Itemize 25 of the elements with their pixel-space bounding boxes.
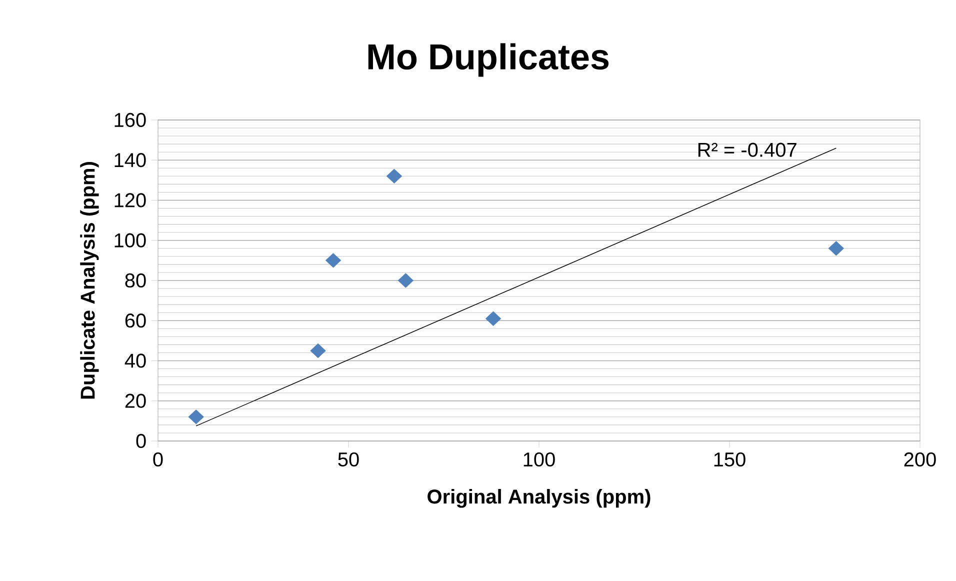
point	[188, 410, 204, 424]
point	[398, 273, 414, 288]
x-tick-label: 150	[714, 452, 746, 467]
point	[828, 241, 844, 256]
point	[326, 253, 342, 268]
x-tick-label: 50	[338, 452, 359, 467]
y-tick-label: 160	[114, 112, 146, 128]
y-tick-label: 100	[114, 233, 146, 248]
x-tick-label: 100	[524, 452, 555, 467]
y-tick-label: 0	[136, 434, 146, 448]
annotation: R² = -0.407	[698, 142, 796, 157]
x-tick-label: 0	[153, 452, 163, 467]
y-tick-label: 80	[125, 273, 146, 288]
y-tick-label: 60	[125, 314, 146, 328]
y-tick-label: 120	[114, 193, 146, 208]
x-axis-title: Original Analysis (ppm)	[428, 489, 650, 508]
y-tick-label: 20	[125, 394, 146, 408]
x-tick-label: 200	[904, 452, 936, 467]
point	[386, 168, 402, 184]
y-tick-label: 40	[124, 354, 146, 368]
point	[486, 311, 502, 326]
point	[310, 343, 326, 358]
chart-title: Mo Duplicates	[368, 43, 609, 77]
y-tick-label: 140	[114, 153, 146, 168]
y-axis-title: Duplicate Analysis (ppm)	[80, 162, 99, 399]
